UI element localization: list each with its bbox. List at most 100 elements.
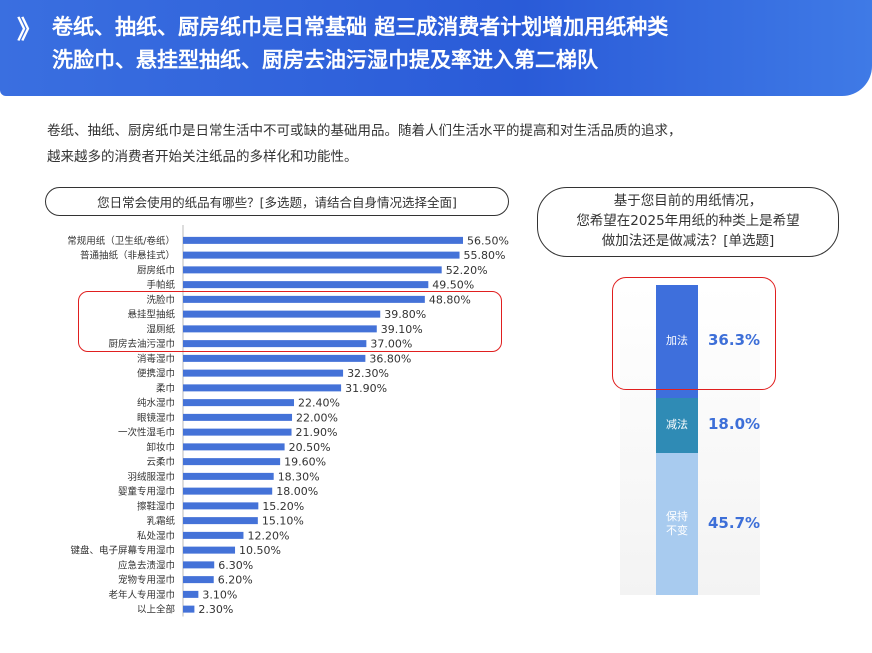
value-label: 19.60% bbox=[284, 456, 326, 469]
value-label: 6.30% bbox=[218, 559, 253, 572]
segment-label: 保持 不变 bbox=[666, 510, 688, 538]
category-label: 键盘、电子屏幕专用湿巾 bbox=[70, 545, 175, 557]
bar bbox=[183, 399, 295, 407]
segment-label: 加法 bbox=[666, 334, 688, 348]
category-label: 眼镜湿巾 bbox=[137, 412, 175, 424]
value-label: 22.00% bbox=[296, 411, 338, 424]
value-label: 52.20% bbox=[446, 264, 488, 277]
category-label: 老年人专用湿巾 bbox=[108, 589, 175, 601]
segment-value: 45.7% bbox=[708, 514, 761, 533]
value-label: 31.90% bbox=[345, 382, 387, 395]
category-label: 洗脸巾 bbox=[146, 294, 175, 306]
right-chart-title-line1: 基于您目前的用纸情况， bbox=[613, 193, 763, 209]
segment-value: 36.3% bbox=[708, 331, 761, 350]
category-label: 卸妆巾 bbox=[146, 441, 175, 453]
category-label: 羽绒服湿巾 bbox=[127, 471, 175, 483]
value-label: 36.80% bbox=[369, 352, 411, 365]
left-highlight-box bbox=[78, 291, 502, 352]
category-label: 柔巾 bbox=[156, 382, 175, 394]
header-title-line1: 卷纸、抽纸、厨房纸巾是日常基础 超三成消费者计划增加用纸种类 bbox=[52, 15, 669, 39]
value-label: 37.00% bbox=[370, 338, 412, 351]
bar bbox=[183, 605, 195, 613]
value-label: 32.30% bbox=[347, 367, 389, 380]
value-label: 49.50% bbox=[432, 279, 474, 292]
chevron-icon: 》 bbox=[17, 15, 42, 44]
value-label: 6.20% bbox=[218, 574, 253, 587]
segment-value: 18.0% bbox=[708, 415, 761, 434]
value-label: 18.00% bbox=[276, 485, 318, 498]
value-label: 15.20% bbox=[262, 500, 304, 513]
intro-line1: 卷纸、抽纸、厨房纸巾是日常生活中不可或缺的基础用品。随着人们生活水平的提高和对生… bbox=[47, 123, 682, 139]
bar bbox=[183, 281, 429, 289]
bar bbox=[183, 590, 199, 598]
bar bbox=[183, 384, 342, 392]
bar bbox=[183, 266, 442, 274]
bar bbox=[183, 369, 344, 377]
bar bbox=[183, 310, 381, 318]
bar bbox=[183, 295, 425, 303]
stack-segment: 减法 bbox=[656, 397, 698, 454]
value-label: 10.50% bbox=[239, 544, 281, 557]
value-label: 56.50% bbox=[467, 234, 509, 247]
category-label: 擦鞋湿巾 bbox=[137, 500, 175, 512]
value-label: 55.80% bbox=[464, 249, 506, 262]
right-highlight-box bbox=[612, 277, 776, 390]
bar bbox=[183, 561, 215, 569]
category-label: 常规用纸（卫生纸/卷纸） bbox=[67, 235, 175, 247]
category-label: 应急去渍湿巾 bbox=[118, 559, 175, 571]
category-label: 乳霜纸 bbox=[146, 515, 175, 527]
value-label: 3.10% bbox=[202, 588, 237, 601]
intro-text: 卷纸、抽纸、厨房纸巾是日常生活中不可或缺的基础用品。随着人们生活水平的提高和对生… bbox=[47, 118, 847, 170]
bar bbox=[183, 502, 259, 510]
bar bbox=[183, 325, 377, 333]
category-label: 云柔巾 bbox=[146, 456, 175, 468]
bar bbox=[183, 428, 292, 436]
category-label: 婴童专用湿巾 bbox=[118, 486, 175, 498]
stack-segment: 保持 不变 bbox=[656, 453, 698, 595]
header-title-line2: 洗脸巾、悬挂型抽纸、厨房去油污湿巾提及率进入第二梯队 bbox=[52, 48, 598, 72]
value-label: 12.20% bbox=[247, 529, 289, 542]
value-label: 48.80% bbox=[429, 293, 471, 306]
category-label: 一次性湿毛巾 bbox=[118, 427, 175, 439]
bar bbox=[183, 458, 281, 466]
category-label: 以上全部 bbox=[137, 604, 175, 616]
bar bbox=[183, 340, 367, 348]
value-label: 20.50% bbox=[289, 441, 331, 454]
value-label: 15.10% bbox=[262, 515, 304, 528]
bar bbox=[183, 443, 285, 451]
category-label: 悬挂型抽纸 bbox=[127, 309, 175, 321]
bar bbox=[183, 251, 460, 259]
right-chart-title: 基于您目前的用纸情况， 您希望在2025年用纸的种类上是希望 做加法还是做减法？… bbox=[537, 187, 839, 257]
stack-segment: 加法 bbox=[656, 285, 698, 398]
right-chart-title-line2: 您希望在2025年用纸的种类上是希望 bbox=[576, 213, 800, 229]
segment-label: 减法 bbox=[666, 418, 688, 432]
value-label: 18.30% bbox=[278, 470, 320, 483]
bar bbox=[183, 413, 293, 421]
value-label: 39.80% bbox=[384, 308, 426, 321]
value-label: 39.10% bbox=[381, 323, 423, 336]
category-label: 普通抽纸（非悬挂式） bbox=[80, 250, 175, 262]
bar bbox=[183, 517, 258, 525]
left-chart-title: 您日常会使用的纸品有哪些？[多选题，请结合自身情况选择全面] bbox=[45, 187, 509, 216]
category-label: 手帕纸 bbox=[146, 279, 175, 291]
category-label: 便携湿巾 bbox=[137, 368, 175, 380]
bar bbox=[183, 236, 463, 244]
category-label: 私处湿巾 bbox=[137, 530, 175, 542]
category-label: 消毒湿巾 bbox=[137, 353, 175, 365]
bar bbox=[183, 531, 244, 539]
category-label: 厨房纸巾 bbox=[137, 264, 175, 276]
intro-line2: 越来越多的消费者开始关注纸品的多样化和功能性。 bbox=[47, 149, 358, 165]
bar bbox=[183, 546, 236, 554]
category-label: 宠物专用湿巾 bbox=[118, 574, 175, 586]
bar bbox=[183, 354, 366, 362]
value-label: 22.40% bbox=[298, 397, 340, 410]
right-chart-title-line3: 做加法还是做减法？[单选题] bbox=[601, 233, 775, 249]
page-header: 》 卷纸、抽纸、厨房纸巾是日常基础 超三成消费者计划增加用纸种类 洗脸巾、悬挂型… bbox=[0, 0, 872, 96]
bar bbox=[183, 487, 273, 495]
horizontal-bar-chart: 常规用纸（卫生纸/卷纸） 56.50% 普通抽纸（非悬挂式） 55.80% 厨房纸巾 52… bbox=[67, 225, 509, 617]
category-label: 厨房去油污湿巾 bbox=[108, 338, 175, 350]
category-label: 纯水湿巾 bbox=[137, 397, 175, 409]
category-label: 湿厕纸 bbox=[146, 323, 175, 335]
bar bbox=[183, 576, 214, 584]
value-label: 2.30% bbox=[198, 603, 233, 616]
